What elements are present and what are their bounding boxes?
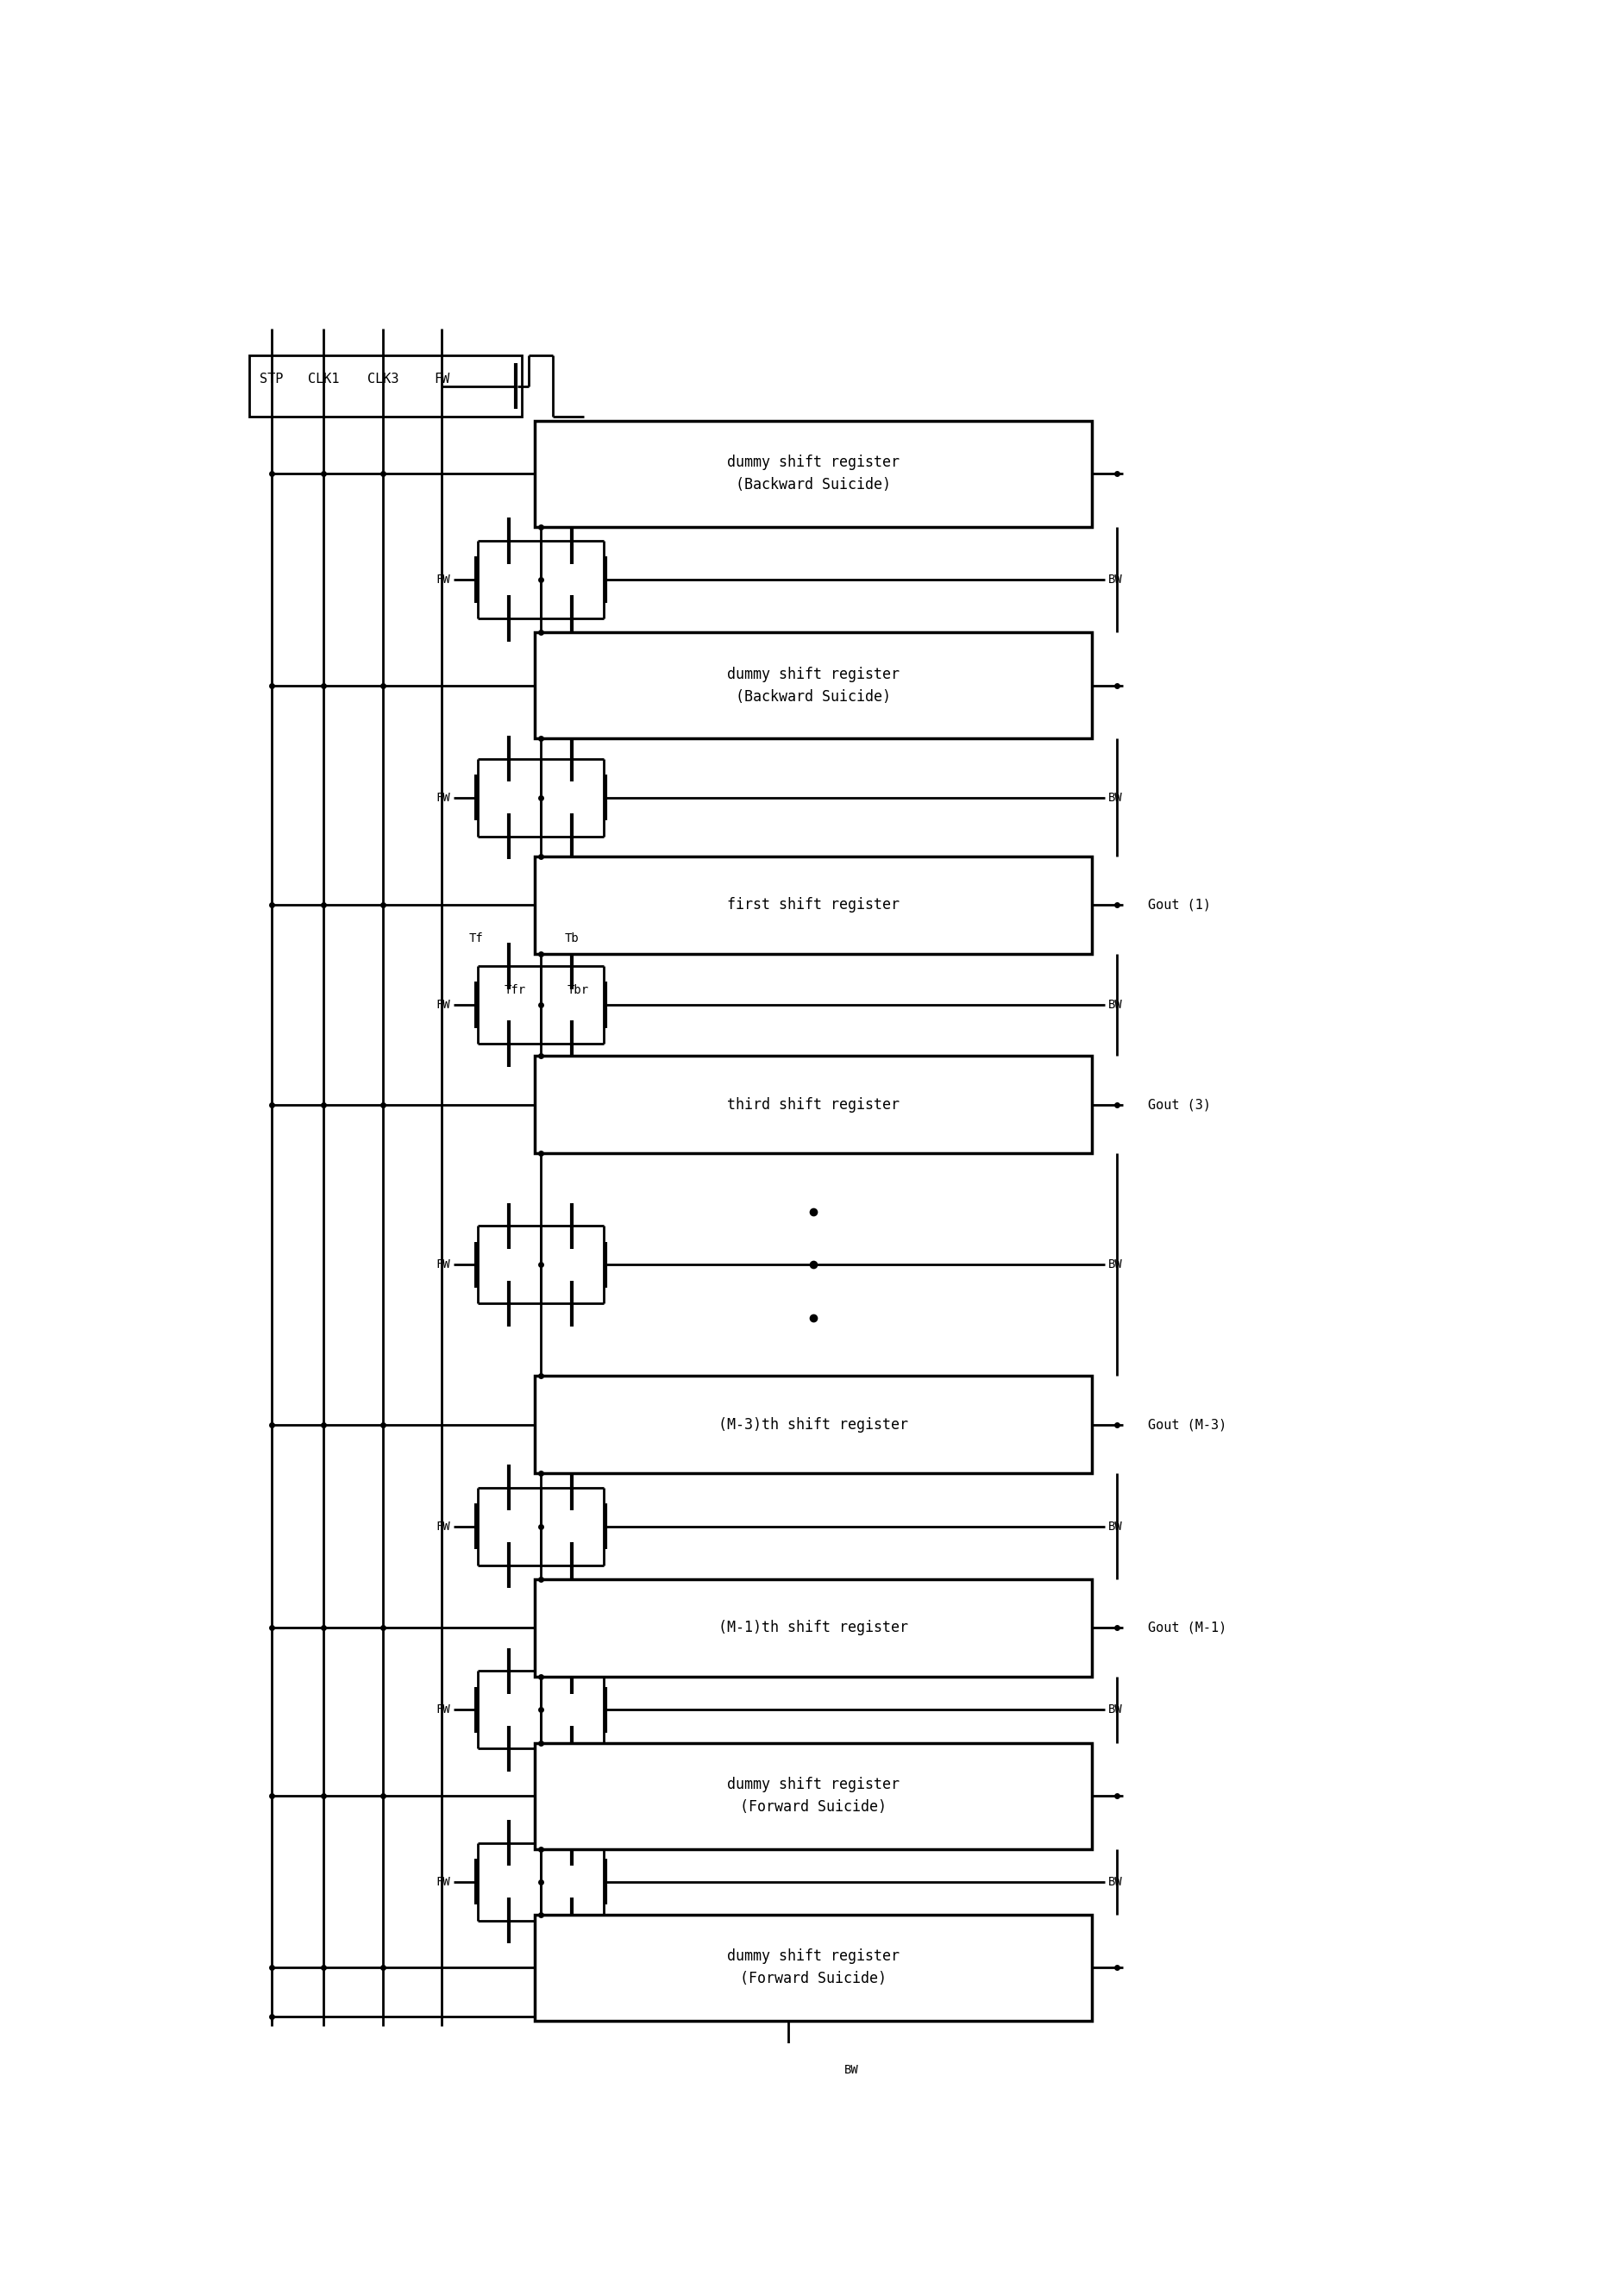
Text: FW: FW [437, 1258, 451, 1270]
Text: dummy shift register
(Forward Suicide): dummy shift register (Forward Suicide) [728, 1949, 900, 1986]
Text: STP: STP [261, 372, 283, 386]
Text: (M-3)th shift register: (M-3)th shift register [718, 1417, 908, 1433]
FancyBboxPatch shape [534, 1375, 1092, 1474]
Text: FW: FW [433, 372, 449, 386]
Text: BW: BW [844, 2064, 859, 2076]
Text: first shift register: first shift register [728, 898, 900, 914]
Text: dummy shift register
(Forward Suicide): dummy shift register (Forward Suicide) [728, 1777, 900, 1816]
FancyBboxPatch shape [534, 420, 1092, 526]
FancyBboxPatch shape [534, 856, 1092, 953]
FancyBboxPatch shape [534, 1580, 1092, 1676]
Text: (M-1)th shift register: (M-1)th shift register [718, 1621, 908, 1635]
FancyBboxPatch shape [534, 1056, 1092, 1153]
Text: FW: FW [437, 1876, 451, 1887]
FancyBboxPatch shape [534, 1915, 1092, 2020]
Text: FW: FW [437, 574, 451, 585]
Text: BW: BW [1108, 1258, 1122, 1270]
Text: BW: BW [1108, 1704, 1122, 1715]
Text: dummy shift register
(Backward Suicide): dummy shift register (Backward Suicide) [728, 455, 900, 494]
FancyBboxPatch shape [534, 634, 1092, 739]
Text: Gout (1): Gout (1) [1148, 898, 1210, 912]
Text: FW: FW [437, 999, 451, 1010]
Text: Gout (M-3): Gout (M-3) [1148, 1419, 1226, 1430]
Text: BW: BW [1108, 1520, 1122, 1531]
Text: BW: BW [1108, 1876, 1122, 1887]
Text: FW: FW [437, 1520, 451, 1531]
Text: BW: BW [1108, 792, 1122, 804]
Text: Tbr: Tbr [568, 985, 588, 996]
Text: Tf: Tf [469, 932, 483, 944]
FancyBboxPatch shape [534, 1743, 1092, 1848]
Text: FW: FW [437, 1704, 451, 1715]
Text: BW: BW [1108, 999, 1122, 1010]
Text: Gout (3): Gout (3) [1148, 1097, 1210, 1111]
Text: Gout (M-1): Gout (M-1) [1148, 1621, 1226, 1635]
Text: Tb: Tb [564, 932, 579, 944]
Text: dummy shift register
(Backward Suicide): dummy shift register (Backward Suicide) [728, 666, 900, 705]
Text: BW: BW [1108, 574, 1122, 585]
Text: FW: FW [437, 792, 451, 804]
Text: CLK1: CLK1 [309, 372, 339, 386]
Text: third shift register: third shift register [728, 1097, 900, 1114]
Text: Tfr: Tfr [504, 985, 526, 996]
FancyBboxPatch shape [249, 356, 523, 418]
Text: CLK3: CLK3 [368, 372, 400, 386]
